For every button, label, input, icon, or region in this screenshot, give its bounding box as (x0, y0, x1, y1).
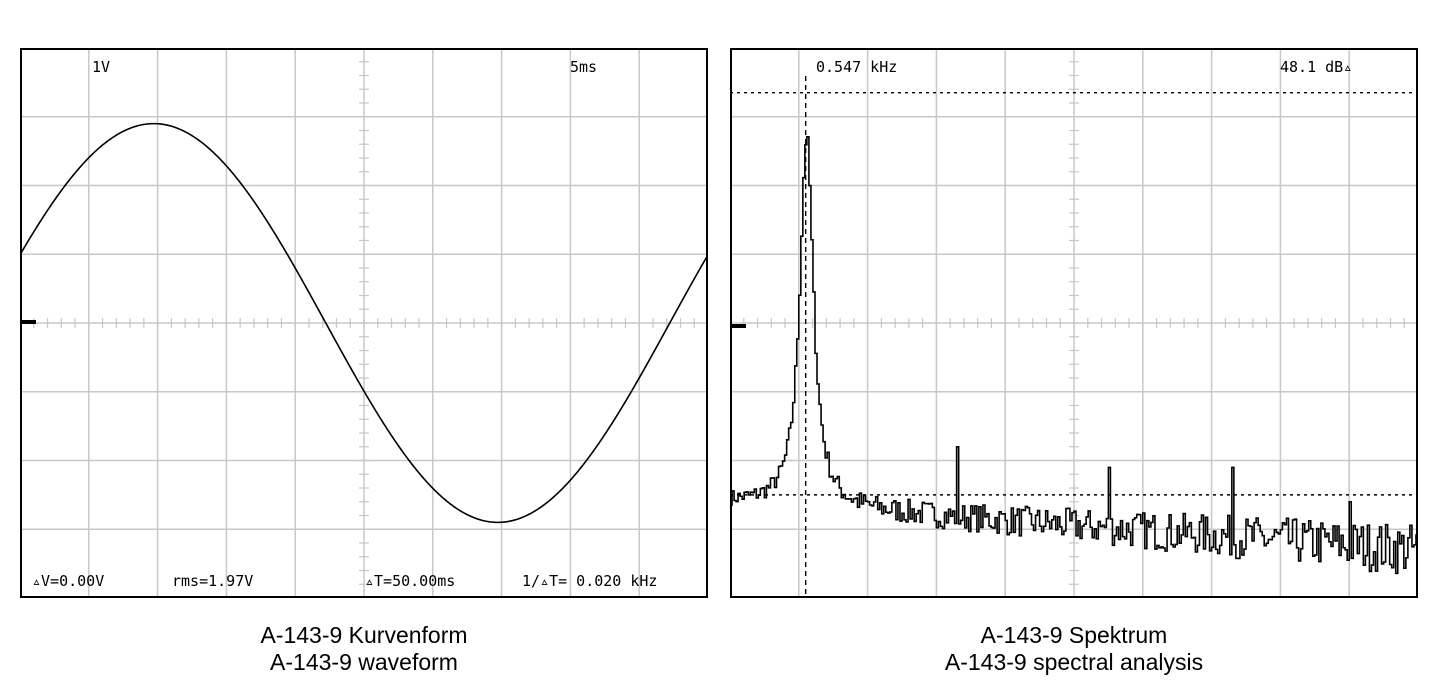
waveform-caption-en: A-143-9 waveform (270, 649, 458, 675)
spectrum-trace (730, 135, 1418, 575)
spectrum-grid (730, 48, 1418, 598)
marker-frequency-readout: 0.547 kHz (816, 58, 897, 76)
volts-per-div-readout: 1V (92, 58, 110, 76)
time-per-div-readout: 5ms (570, 58, 597, 76)
spectrum-caption-de: A-143-9 Spektrum (980, 622, 1168, 648)
spectrum-caption-en: A-143-9 spectral analysis (944, 649, 1204, 675)
spectrum-frame (730, 48, 1418, 598)
delta-v-readout: ▵V=0.00V (32, 572, 104, 590)
marker-level-readout: 48.1 dB▵ (1280, 58, 1352, 76)
waveform-frame (20, 48, 708, 598)
delta-t-readout: ▵T=50.00ms (365, 572, 455, 590)
waveform-caption-de: A-143-9 Kurvenform (260, 622, 468, 648)
waveform-plot: 1V 5ms ▵V=0.00V rms=1.97V ▵T=50.00ms 1/▵… (20, 48, 708, 598)
ground-marker (730, 324, 746, 328)
inverse-delta-t-readout: 1/▵T= 0.020 kHz (522, 572, 657, 590)
spectrum-caption: A-143-9 Spektrum A-143-9 spectral analys… (730, 622, 1418, 676)
waveform-scope: 1V 5ms ▵V=0.00V rms=1.97V ▵T=50.00ms 1/▵… (20, 48, 708, 598)
ground-marker (20, 320, 36, 324)
spectrum-scope: 0.547 kHz 48.1 dB▵ (730, 48, 1418, 598)
spectrum-plot: 0.547 kHz 48.1 dB▵ (730, 48, 1418, 598)
waveform-caption: A-143-9 Kurvenform A-143-9 waveform (20, 622, 708, 676)
rms-readout: rms=1.97V (172, 572, 253, 590)
waveform-trace (20, 122, 708, 524)
